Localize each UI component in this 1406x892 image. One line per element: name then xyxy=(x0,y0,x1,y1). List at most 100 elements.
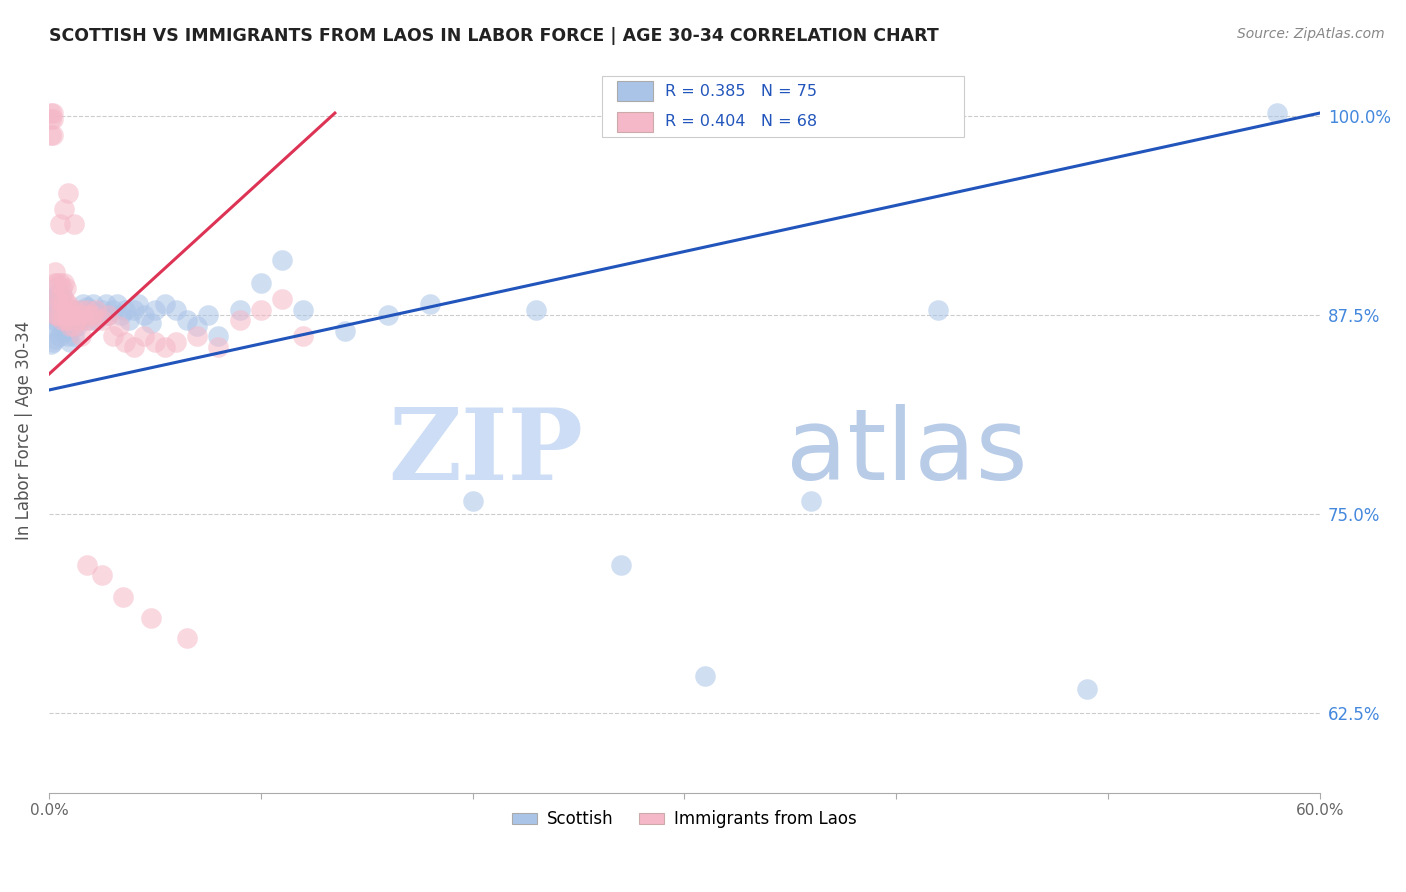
Point xyxy=(76,558,98,572)
Point xyxy=(51,303,73,318)
Point xyxy=(44,293,66,307)
Point xyxy=(59,335,82,350)
Point xyxy=(46,287,69,301)
Point xyxy=(46,303,69,318)
Point xyxy=(51,297,73,311)
Text: SCOTTISH VS IMMIGRANTS FROM LAOS IN LABOR FORCE | AGE 30-34 CORRELATION CHART: SCOTTISH VS IMMIGRANTS FROM LAOS IN LABO… xyxy=(49,27,939,45)
Point xyxy=(114,335,136,350)
Point xyxy=(52,202,75,216)
Point xyxy=(610,558,633,572)
Point xyxy=(134,308,156,322)
Point xyxy=(122,303,145,318)
Point xyxy=(42,293,65,307)
Point xyxy=(63,319,86,334)
Text: ZIP: ZIP xyxy=(388,404,582,500)
Point xyxy=(80,313,103,327)
Point xyxy=(97,308,120,322)
Point xyxy=(101,329,124,343)
Point xyxy=(55,303,77,318)
Point xyxy=(51,287,73,301)
Text: Source: ZipAtlas.com: Source: ZipAtlas.com xyxy=(1237,27,1385,41)
Point xyxy=(39,128,62,143)
Point xyxy=(800,494,823,508)
Point xyxy=(52,316,75,330)
Point xyxy=(1076,682,1098,697)
Point xyxy=(56,313,79,327)
Point xyxy=(80,303,103,318)
Point xyxy=(65,319,87,334)
Point xyxy=(63,303,86,318)
Point xyxy=(105,297,128,311)
Point xyxy=(101,303,124,318)
Point xyxy=(112,590,135,604)
Point xyxy=(122,340,145,354)
Point xyxy=(39,112,62,127)
FancyBboxPatch shape xyxy=(602,76,965,137)
Legend: Scottish, Immigrants from Laos: Scottish, Immigrants from Laos xyxy=(506,804,863,835)
Point xyxy=(51,313,73,327)
Point xyxy=(108,319,131,334)
Point xyxy=(228,303,250,318)
Point xyxy=(39,106,62,120)
Point xyxy=(97,308,120,322)
Point xyxy=(186,319,208,334)
Point xyxy=(60,303,83,318)
Point xyxy=(69,329,91,343)
Point xyxy=(52,300,75,314)
Point xyxy=(39,336,62,351)
Point xyxy=(69,303,91,318)
Point xyxy=(39,313,62,327)
Point xyxy=(56,186,79,200)
Text: R = 0.404   N = 68: R = 0.404 N = 68 xyxy=(665,114,817,129)
Point xyxy=(48,308,70,322)
Point xyxy=(56,329,79,343)
Point xyxy=(67,308,90,322)
Point xyxy=(143,335,166,350)
Point xyxy=(90,567,112,582)
Point xyxy=(186,329,208,343)
Point xyxy=(46,308,69,322)
Point xyxy=(42,106,65,120)
Point xyxy=(44,277,66,291)
Point xyxy=(63,329,86,343)
Point xyxy=(44,265,66,279)
Point xyxy=(335,324,357,338)
Point xyxy=(59,316,82,330)
Point xyxy=(114,303,136,318)
Point xyxy=(82,308,104,322)
Point xyxy=(55,281,77,295)
Point xyxy=(84,303,107,318)
Point xyxy=(96,297,118,311)
Point xyxy=(42,308,65,322)
Point xyxy=(55,297,77,311)
Point xyxy=(127,297,149,311)
Point xyxy=(165,303,187,318)
Point xyxy=(72,308,94,322)
Point xyxy=(90,303,112,318)
Point xyxy=(73,308,96,322)
Text: atlas: atlas xyxy=(786,404,1028,500)
Point xyxy=(44,332,66,346)
Point xyxy=(73,313,96,327)
Point xyxy=(271,293,294,307)
Point xyxy=(59,303,82,318)
Point xyxy=(271,252,294,267)
Point xyxy=(86,308,108,322)
Point xyxy=(155,297,177,311)
Point xyxy=(84,313,107,327)
Point xyxy=(44,308,66,322)
Point xyxy=(176,632,198,646)
Point xyxy=(176,313,198,327)
Point xyxy=(52,293,75,307)
FancyBboxPatch shape xyxy=(617,112,652,132)
Point xyxy=(56,308,79,322)
Point xyxy=(118,313,141,327)
Point xyxy=(110,308,132,322)
Point xyxy=(46,277,69,291)
Point xyxy=(52,277,75,291)
Point xyxy=(51,324,73,338)
Point xyxy=(46,319,69,334)
Point xyxy=(524,303,547,318)
Point xyxy=(48,329,70,343)
Point xyxy=(90,313,112,327)
